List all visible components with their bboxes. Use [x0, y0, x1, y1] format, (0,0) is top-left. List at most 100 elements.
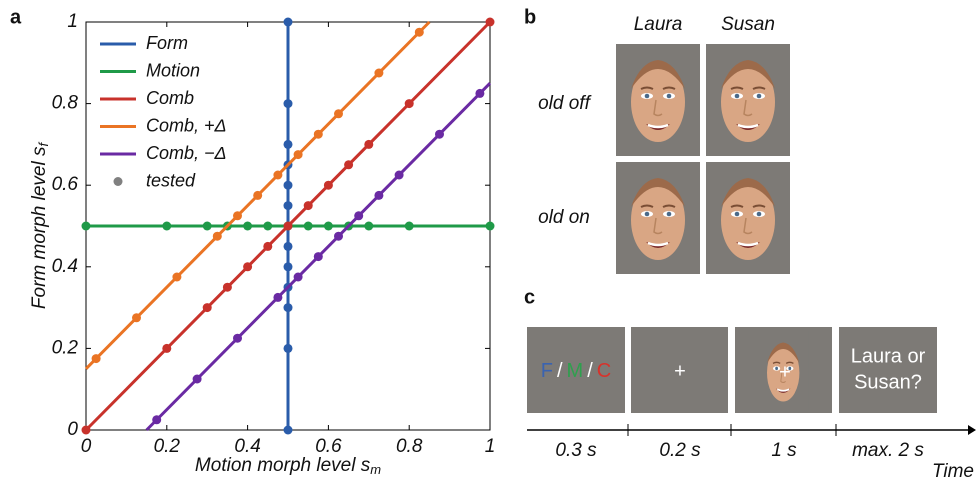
y-tick-label: 0.8 — [52, 93, 79, 114]
tested-point — [192, 374, 202, 384]
y-axis-label-text: Form morph level s — [29, 146, 50, 309]
tested-point — [202, 303, 212, 313]
tested-point — [323, 221, 333, 231]
tested-point — [293, 150, 303, 160]
stimulus-grid: Laura Susan old off old on — [538, 14, 792, 276]
legend-label: Comb, +Δ — [146, 115, 227, 135]
panel-label: c — [524, 286, 535, 308]
x-tick-label: 0.2 — [154, 436, 181, 457]
tested-point — [283, 425, 293, 435]
tested-point — [233, 211, 242, 221]
row-label: old on — [538, 207, 590, 228]
y-tick-label: 1 — [67, 11, 78, 32]
tested-point — [132, 313, 141, 323]
tested-point — [303, 201, 313, 211]
x-axis-label-text: Motion morph level s — [195, 455, 371, 476]
tested-point — [364, 221, 374, 231]
row-label: old off — [538, 93, 591, 114]
panel-label: b — [524, 6, 536, 28]
column-label: Laura — [634, 14, 683, 35]
column-label: Susan — [721, 14, 775, 35]
x-axis-label-sub: m — [370, 462, 381, 477]
tested-point — [81, 425, 91, 435]
duration: max. 2 s — [852, 440, 924, 461]
tested-point — [485, 221, 495, 231]
screen — [631, 327, 728, 413]
tested-point — [243, 221, 253, 231]
cue: F / M / C — [541, 360, 611, 382]
tested-point — [283, 221, 293, 231]
tested-point — [283, 99, 293, 109]
cue-letter: C — [597, 360, 611, 382]
fixation: + — [779, 361, 791, 383]
axis-label: Time — [932, 461, 974, 482]
tested-point — [172, 272, 182, 282]
tested-point — [475, 88, 485, 98]
tested-point — [273, 170, 283, 180]
tested-point — [283, 303, 293, 313]
screen — [839, 327, 937, 413]
x-axis-label: Motion morph level sm — [195, 455, 381, 477]
tested-point — [303, 221, 313, 231]
tested-point — [162, 221, 172, 231]
tested-point — [202, 221, 212, 231]
tested-point — [394, 170, 404, 180]
legend-label: tested — [146, 170, 196, 190]
legend-label: Comb, −Δ — [146, 143, 227, 163]
tested-point — [283, 262, 293, 272]
tested-point — [243, 262, 253, 272]
y-tick-label: 0.4 — [52, 256, 78, 277]
y-tick-label: 0 — [67, 419, 78, 440]
tested-point — [283, 241, 293, 251]
screen — [527, 327, 625, 413]
tested-point — [334, 231, 343, 241]
tested-point — [283, 343, 293, 353]
x-tick-label: 0.8 — [396, 436, 423, 457]
tested-point — [364, 139, 374, 149]
panel-label: a — [10, 6, 22, 28]
question: Laura or — [851, 345, 926, 367]
cue-slash: / — [587, 360, 593, 382]
x-tick-label: 0.4 — [234, 436, 260, 457]
line-chart: 0 0.2 0.4 0.6 0.8 1 0 0.2 0.4 0.6 0.8 1 Motion morph… — [29, 11, 495, 477]
cue-slash: / — [557, 360, 563, 382]
duration: 0.2 s — [659, 440, 701, 461]
tested-point — [374, 190, 384, 200]
trial-timeline: F / M / C + + Laura or Susan? 0.3 s 0.2 s 1 … — [527, 327, 976, 482]
duration: 1 s — [771, 440, 797, 461]
tested-point — [222, 282, 232, 292]
tested-point — [404, 221, 414, 231]
x-tick-label: 0.6 — [315, 436, 342, 457]
tested-point — [212, 231, 222, 241]
x-tick-label: 1 — [485, 436, 496, 457]
tested-point — [283, 201, 293, 211]
time-arrow — [968, 425, 976, 435]
tested-point — [293, 272, 303, 282]
legend-label: Comb — [146, 88, 194, 108]
tested-point — [414, 27, 424, 37]
tested-point — [91, 354, 101, 364]
tested-point — [334, 109, 343, 119]
tested-point — [273, 292, 283, 302]
tested-point — [253, 190, 263, 200]
duration: 0.3 s — [555, 440, 597, 461]
y-tick-label: 0.2 — [52, 337, 79, 358]
cue-letter: M — [567, 360, 584, 382]
tested-point — [81, 221, 91, 231]
cue-letter: F — [541, 360, 553, 382]
tested-point — [233, 333, 242, 343]
face-image — [614, 42, 702, 158]
tested-point — [354, 211, 364, 221]
face-image — [704, 160, 792, 276]
face-image — [704, 42, 792, 158]
legend-label: Motion — [146, 60, 200, 80]
tested-point — [263, 221, 273, 231]
tested-point — [435, 129, 444, 139]
tested-point — [485, 17, 495, 27]
y-axis-label-sub: f — [36, 142, 51, 147]
face-image — [614, 160, 702, 276]
tested-point — [374, 68, 384, 78]
tested-point — [323, 180, 333, 190]
tested-point — [313, 129, 323, 139]
